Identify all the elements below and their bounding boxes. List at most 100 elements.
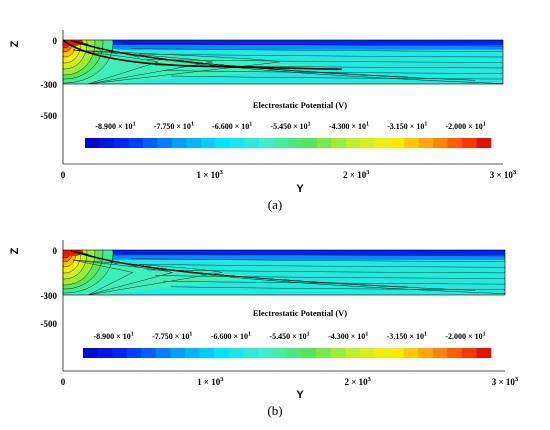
colorbar-tick-label: -4.300 × 101 xyxy=(328,332,368,342)
colorbar-segment xyxy=(244,138,260,148)
colorbar-segment xyxy=(215,138,231,148)
panel-caption: (a) xyxy=(268,197,282,212)
colorbar-tick-label: -5.450 × 101 xyxy=(269,332,309,342)
contour-line xyxy=(70,250,505,294)
colorbar-title: Electrostatic Potential (V) xyxy=(253,308,347,318)
z-tick-label: 0 xyxy=(53,36,58,46)
colorbar-segment xyxy=(447,138,463,148)
colorbar-segment xyxy=(462,138,477,148)
colorbar-segment xyxy=(432,348,448,358)
colorbar-segment xyxy=(288,138,303,148)
colorbar-segment xyxy=(186,138,202,148)
contour-line xyxy=(146,59,503,63)
source-spot xyxy=(63,250,83,256)
colorbar-tick-label: -7.750 × 101 xyxy=(154,122,194,132)
colorbar-tick-label: -3.150 × 101 xyxy=(387,332,427,342)
colorbar-segment xyxy=(476,348,492,358)
contour-line xyxy=(70,40,476,81)
colorbar-segment xyxy=(112,348,128,358)
colorbar-tick-label: -8.900 × 101 xyxy=(93,332,133,342)
source-spot xyxy=(63,40,83,46)
colorbar-segment xyxy=(228,348,244,358)
colorbar-segment xyxy=(85,138,100,148)
contour-line xyxy=(72,49,213,84)
colorbar-segment xyxy=(157,138,173,148)
colorbar-tick-label: -7.750 × 101 xyxy=(152,332,192,342)
colorbar-segment xyxy=(360,138,376,148)
colorbar-segment xyxy=(389,348,404,358)
colorbar-segment xyxy=(418,348,434,358)
z-tick-label: 0 xyxy=(53,246,58,256)
contour-line xyxy=(170,286,505,290)
colorbar-segment xyxy=(447,348,463,358)
colorbar-tick-label: -6.600 × 101 xyxy=(211,332,251,342)
y-tick-label: 2 × 103 xyxy=(343,169,370,180)
contour-line xyxy=(162,280,505,285)
colorbar-segment xyxy=(128,138,144,148)
contour-line xyxy=(138,264,505,268)
colorbar-segment xyxy=(199,348,215,358)
y-axis-title: Y xyxy=(296,389,304,401)
y-tick-label: 3 × 103 xyxy=(490,169,517,180)
panel-b: 0 -300 -500 0 1 × 103 2 × 103 3 × 103 Z Y Electro… xyxy=(9,240,519,418)
contour-line xyxy=(162,70,503,74)
y-tick-label: 0 xyxy=(61,377,66,387)
colorbar-segment xyxy=(330,348,346,358)
colorbar-segment xyxy=(143,138,158,148)
colorbar-segment xyxy=(273,138,289,148)
surface-band xyxy=(63,250,505,256)
colorbar-segment xyxy=(476,138,492,148)
colorbar-tick-label: -4.300 × 101 xyxy=(329,122,369,132)
colorbar-tick-label: -2.000 × 101 xyxy=(446,122,486,132)
colorbar-segment xyxy=(257,348,273,358)
colorbar-tick-label: -8.900 × 101 xyxy=(95,122,135,132)
z-tick-label: -300 xyxy=(41,80,58,90)
colorbar-segment xyxy=(389,138,405,148)
y-tick-label: 1 × 103 xyxy=(197,376,224,387)
colorbar-tick-label: -3.150 × 101 xyxy=(387,122,427,132)
panel-caption: (b) xyxy=(267,403,282,418)
colorbar-segment xyxy=(126,348,142,358)
colorbar-segment xyxy=(359,348,375,358)
z-axis-title: Z xyxy=(9,247,21,254)
colorbar-title: Electrostatic Potential (V) xyxy=(253,100,347,110)
colorbar-segment xyxy=(272,348,288,358)
colorbar-segment xyxy=(346,138,361,148)
colorbar-segment xyxy=(345,348,361,358)
colorbar-tick-label: -2.000 × 101 xyxy=(445,332,485,342)
contour-line xyxy=(154,275,505,279)
colorbar-segment xyxy=(287,348,302,358)
contour-line xyxy=(72,49,281,84)
contour-line xyxy=(146,269,505,274)
contour-line xyxy=(170,75,503,80)
y-axis-title: Y xyxy=(296,183,304,195)
contour-line xyxy=(72,259,223,295)
colorbar-segment xyxy=(214,348,230,358)
colorbar-tick-label: -5.450 × 101 xyxy=(270,122,310,132)
surface-band xyxy=(63,40,503,46)
feature-line xyxy=(62,39,342,71)
colorbar-tick-label: -6.600 × 101 xyxy=(212,122,252,132)
colorbar-segment xyxy=(114,138,129,148)
colorbar-segment xyxy=(374,348,390,358)
y-tick-label: 1 × 103 xyxy=(196,169,223,180)
contour-line xyxy=(72,259,173,295)
colorbar-segment xyxy=(317,138,332,148)
colorbar-segment xyxy=(201,138,216,148)
colorbar-segment xyxy=(243,348,259,358)
z-tick-label: -500 xyxy=(41,319,58,329)
colorbar-segment xyxy=(433,138,448,148)
colorbar-segment xyxy=(404,138,419,148)
colorbar-segment xyxy=(185,348,200,358)
colorbar-segment xyxy=(331,138,347,148)
colorbar-segment xyxy=(155,348,171,358)
panel-a: 0 -300 -500 0 1 × 103 2 × 103 3 × 103 Z Y Electro… xyxy=(9,30,517,212)
colorbar-segment xyxy=(375,138,390,148)
y-tick-label: 0 xyxy=(61,170,66,180)
colorbar-segment xyxy=(99,138,115,148)
colorbar-segment xyxy=(461,348,477,358)
y-tick-label: 3 × 103 xyxy=(492,376,519,387)
colorbar-segment xyxy=(97,348,113,358)
colorbar-segment xyxy=(302,138,318,148)
